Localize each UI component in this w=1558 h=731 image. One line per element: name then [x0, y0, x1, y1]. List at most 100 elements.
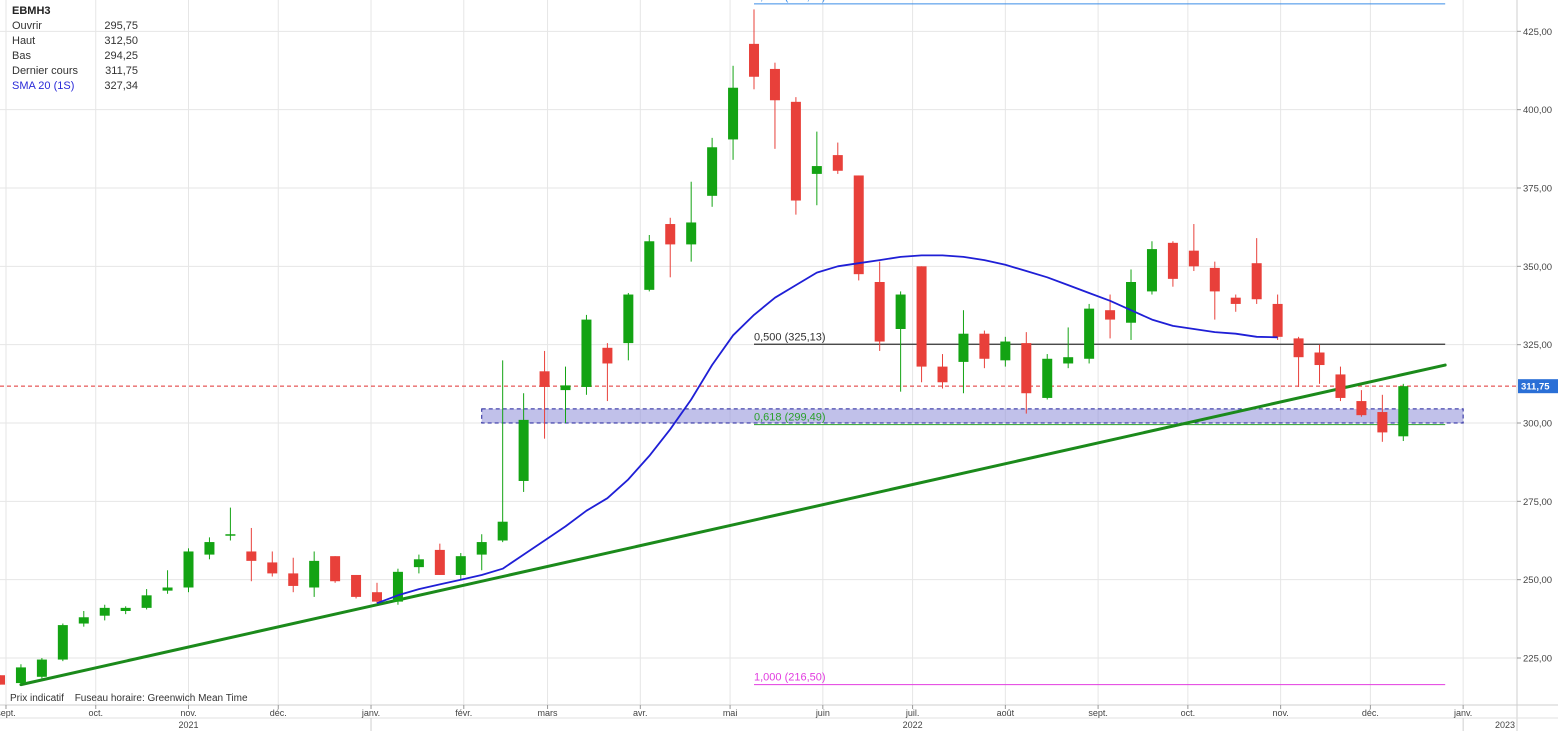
candle-body [1398, 386, 1409, 437]
candle-up [1126, 269, 1137, 340]
candle-body [1126, 282, 1137, 323]
candle-body [246, 551, 257, 561]
fib-level-label: 0,618 (299,49) [754, 412, 826, 424]
candle-body [769, 68, 780, 101]
candle-up [413, 554, 424, 574]
candle-body [57, 625, 68, 660]
candle-body [916, 266, 927, 367]
candle-body [1105, 310, 1116, 320]
candle-down [937, 354, 948, 389]
candle-body [1314, 352, 1325, 366]
candle-up [560, 366, 571, 423]
candle-body [1251, 263, 1262, 300]
candle-body [958, 333, 969, 362]
candle-up [141, 589, 152, 610]
candle-body [392, 571, 403, 602]
last-price-badge [1518, 379, 1558, 394]
candle-up [309, 551, 320, 597]
candle-down [832, 142, 843, 174]
candle-body [36, 659, 47, 677]
candle-body [1335, 374, 1346, 398]
candle-body [15, 667, 26, 684]
x-tick-label: oct. [88, 708, 103, 718]
candle-body [183, 551, 194, 588]
symbol-label: EBMH3 [12, 5, 51, 17]
candle-up [1042, 354, 1053, 400]
price-type-label: Prix indicatif [10, 693, 64, 704]
candle-up [1398, 383, 1409, 442]
sma-line [376, 254, 1278, 605]
candle-body [518, 419, 529, 481]
candle-body [497, 521, 508, 541]
y-tick-label: 375,00 [1523, 184, 1552, 195]
candle-up [455, 553, 466, 580]
candle-body [874, 282, 885, 342]
candle-body [644, 241, 655, 290]
info-value: 312,50 [104, 35, 138, 47]
candle-down [1314, 344, 1325, 384]
candle-down [916, 266, 927, 383]
x-tick-label: déc. [270, 708, 287, 718]
x-tick-label: sept. [0, 708, 16, 718]
support-zone [481, 408, 1464, 424]
candle-up [581, 314, 592, 395]
x-tick-label: avr. [633, 708, 648, 718]
x-tick-label: juin [815, 708, 830, 718]
candle-body [937, 366, 948, 383]
candle-up [958, 310, 969, 394]
info-row-open: Ouvrir 295,75 [12, 19, 138, 34]
fib-level-label: 0,000 (433,75) [754, 0, 826, 3]
x-tick-label: oct. [1181, 708, 1196, 718]
candle-down [769, 62, 780, 149]
candle-body [1293, 338, 1304, 358]
candle-body [1188, 250, 1199, 267]
candle-down [1272, 294, 1283, 340]
candle-up [623, 292, 634, 361]
info-label: Dernier cours [12, 65, 79, 77]
candle-body [267, 562, 278, 574]
candle-body [1146, 249, 1157, 292]
candle-body [1230, 297, 1241, 304]
x-tick-label: juil. [905, 708, 920, 718]
candle-body [623, 294, 634, 344]
candle-body [560, 385, 571, 391]
candle-up [811, 131, 822, 206]
candle-body [434, 549, 445, 575]
candle-up [1084, 303, 1095, 364]
y-tick-label: 250,00 [1523, 575, 1552, 586]
candle-down [288, 557, 299, 593]
candle-down [790, 97, 801, 215]
sma-legend-label: SMA 20 (1S) [12, 80, 75, 92]
candle-body [602, 347, 613, 364]
candle-down [1230, 294, 1241, 312]
candle-up [99, 604, 110, 621]
x-tick-label: mars [538, 708, 558, 718]
x-tick-label: janv. [361, 708, 380, 718]
candle-body [372, 592, 383, 602]
candle-up [204, 537, 215, 560]
candle-body [1209, 267, 1220, 292]
candle-down [330, 556, 341, 583]
candle-up [15, 664, 26, 685]
y-tick-label: 400,00 [1523, 105, 1552, 116]
candle-body [1021, 343, 1032, 394]
candle-body [707, 147, 718, 196]
candle-body [853, 175, 864, 275]
candle-up [895, 291, 906, 392]
ohlc-info-panel: EBMH3 Ouvrir 295,75 Haut 312,50 Bas 294,… [12, 4, 138, 94]
candle-down [351, 574, 362, 599]
candle-body [1356, 401, 1367, 416]
candle-up [644, 235, 655, 292]
candle-up [225, 507, 236, 541]
candle-down [434, 543, 445, 575]
candle-down [1251, 238, 1262, 304]
chart-footer: Prix indicatif Fuseau horaire: Greenwich… [10, 693, 256, 704]
x-tick-label: janv. [1453, 708, 1472, 718]
candle-down [1188, 224, 1199, 272]
candle-up [57, 623, 68, 662]
y-tick-label: 275,00 [1523, 497, 1552, 508]
y-tick-label: 300,00 [1523, 419, 1552, 430]
info-row-last: Dernier cours 311,75 [12, 64, 138, 79]
